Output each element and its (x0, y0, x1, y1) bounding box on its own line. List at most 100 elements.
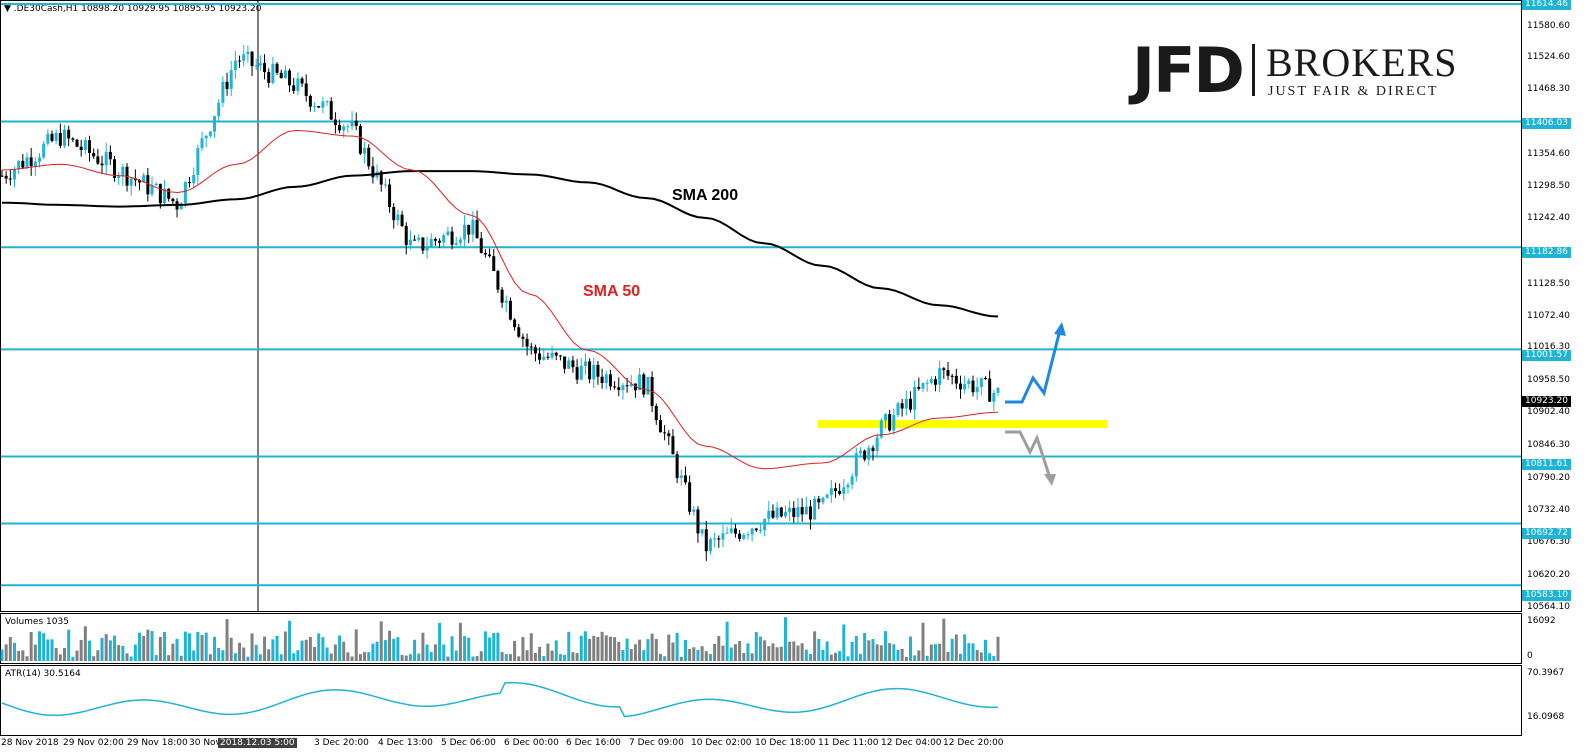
candle-body (17, 160, 21, 170)
volume-bar (417, 653, 421, 661)
volume-bar (313, 647, 317, 661)
volume-bar (304, 639, 308, 661)
volume-bar (371, 643, 375, 661)
volume-bar (267, 649, 271, 661)
price-tick: 11072.40 (1527, 311, 1570, 321)
volume-bar (150, 631, 154, 661)
volume-bar (225, 619, 229, 661)
candle-body (150, 185, 154, 195)
candle-body (625, 385, 629, 387)
candle-body (167, 188, 171, 199)
candle-body (888, 414, 892, 431)
volume-bar (904, 656, 908, 661)
candle-body (363, 147, 367, 154)
candle-body (896, 403, 900, 415)
volume-bar (500, 652, 504, 661)
candle-body (892, 414, 896, 431)
candle-body (408, 239, 412, 246)
candle-body (921, 382, 925, 389)
candle-body (629, 383, 633, 387)
volume-bar (733, 644, 737, 661)
candle-body (442, 235, 446, 243)
candle-body (917, 386, 921, 389)
volume-bar (658, 654, 662, 661)
volume-bar (467, 637, 471, 661)
candle-body (317, 106, 321, 108)
candle-body (517, 327, 521, 337)
volume-bar (679, 656, 683, 661)
candle-body (983, 378, 987, 380)
candle-body (300, 78, 304, 84)
candle-body (158, 183, 162, 204)
atr-panel[interactable] (0, 665, 1522, 736)
level-label: 10692.72 (1522, 528, 1571, 539)
candle-body (488, 254, 492, 257)
level-label: 11001.57 (1522, 350, 1571, 361)
volume-bar (938, 643, 942, 661)
candle-body (604, 374, 608, 384)
candle-body (338, 124, 342, 131)
volume-bar (529, 633, 533, 661)
sma50-annotation: SMA 50 (583, 283, 641, 300)
volume-bar (458, 622, 462, 661)
main-chart-panel[interactable] (0, 0, 1522, 612)
volume-bar (450, 636, 454, 661)
candle-body (954, 375, 958, 384)
candle-body (8, 178, 12, 180)
candle-body (808, 506, 812, 520)
volume-bar (950, 638, 954, 661)
volume-bar (688, 648, 692, 661)
candle-body (354, 120, 358, 126)
volume-bar (396, 637, 400, 661)
candle-body (663, 432, 667, 434)
volume-bar (271, 639, 275, 661)
volume-bar (508, 654, 512, 661)
volume-bar (379, 621, 383, 661)
time-tick: 28 Nov 2018 (1, 738, 59, 748)
candle-body (925, 382, 929, 384)
volume-bar (492, 632, 496, 661)
price-chart[interactable] (0, 0, 1522, 612)
volume-bar (521, 637, 525, 661)
volume-bar (483, 631, 487, 661)
volume-bar (263, 636, 267, 661)
volume-panel[interactable] (0, 613, 1522, 664)
candle-body (79, 146, 83, 151)
price-tick: 11468.30 (1527, 84, 1570, 94)
time-tick: 10 Dec 18:00 (755, 738, 816, 748)
candle-body (529, 346, 533, 348)
candle-body (825, 494, 829, 498)
volume-bar (308, 636, 312, 661)
candle-body (379, 171, 383, 185)
candle-body (104, 151, 108, 166)
volume-bar (892, 644, 896, 661)
candle-body (571, 360, 575, 368)
volume-bar (258, 654, 262, 661)
volume-bar (863, 633, 867, 661)
volume-bar (454, 650, 458, 661)
candle-body (388, 184, 392, 208)
price-tick: 11128.50 (1527, 279, 1570, 289)
price-tick: 11016.30 (1527, 342, 1570, 352)
candle-body (67, 129, 71, 139)
candle-body (854, 453, 858, 477)
volume-bar (321, 637, 325, 661)
volume-bar (125, 653, 129, 661)
candle-body (971, 380, 975, 393)
candle-body (188, 181, 192, 184)
level-label: 10811.61 (1522, 459, 1571, 470)
candle-body (533, 347, 537, 354)
volume-bar (792, 641, 796, 661)
volume-bar (783, 617, 787, 661)
volume-bar (383, 640, 387, 661)
volume-bar (204, 632, 208, 661)
volume-bar (475, 656, 479, 661)
volume-bar (342, 641, 346, 661)
volume-bar (92, 656, 96, 661)
volume-bar (975, 650, 979, 661)
candle-body (279, 72, 283, 79)
candle-body (25, 157, 29, 168)
volume-bar (771, 643, 775, 661)
level-label: 10583.10 (1522, 590, 1571, 601)
volume-bar (875, 644, 879, 661)
